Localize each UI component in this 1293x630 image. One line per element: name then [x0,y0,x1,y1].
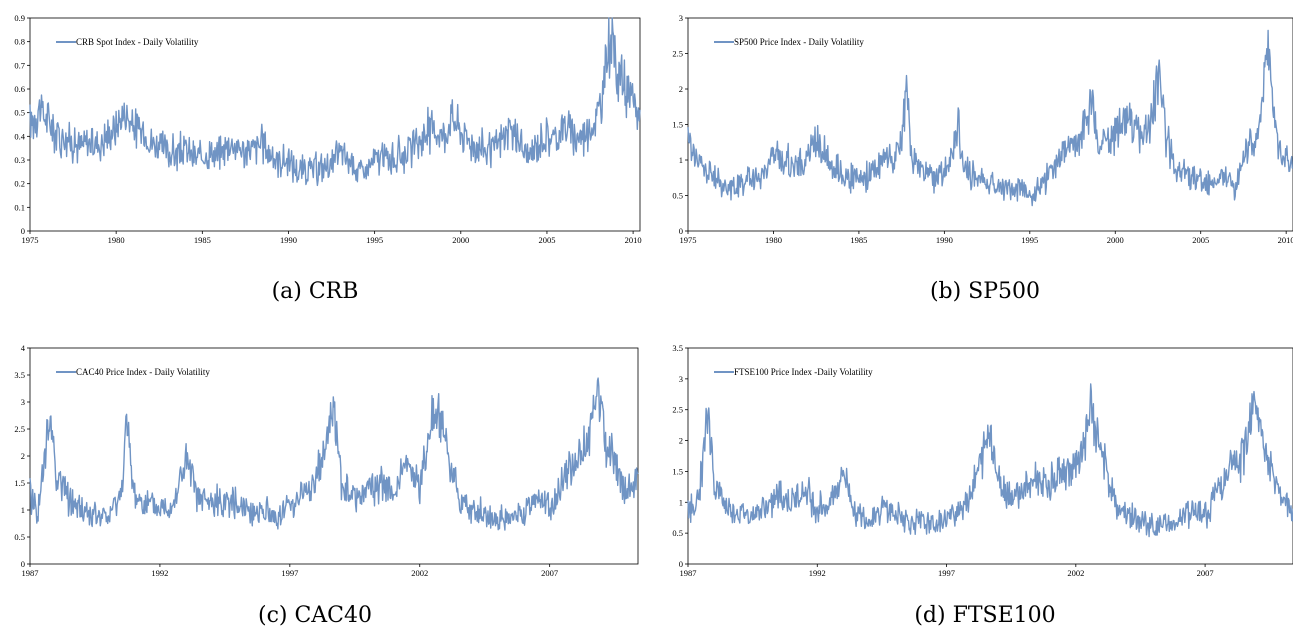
y-tick-label: 0.7 [14,60,25,70]
legend-label: SP500 Price Index - Daily Volatility [734,37,864,47]
legend: SP500 Price Index - Daily Volatility [714,37,864,47]
y-tick-label: 3.5 [14,370,25,380]
y-tick-label: 0 [679,226,683,236]
chart-ftse100: 0 0.5 1 1.5 2 2.5 3 3.5 1987 1992 1997 2002 2007 FTSE… [672,343,1293,628]
legend: FTSE100 Price Index -Daily Volatility [714,367,873,377]
x-tick-label: 1987 [680,568,697,578]
y-tick-label: 2.5 [14,424,25,434]
x-tick-label: 2007 [541,568,558,578]
panel-caption: (d) FTSE100 [914,603,1055,628]
y-tick-label: 1 [679,497,683,507]
y-tick-label: 0.4 [14,131,25,141]
y-tick-label: 3.5 [672,343,683,353]
y-tick-label: 1.5 [672,120,683,130]
x-tick-label: 1995 [1021,235,1038,245]
x-tick-label: 1985 [194,235,211,245]
y-tick-label: 2.5 [672,405,683,415]
x-tick-label: 1997 [281,568,298,578]
series-line [29,17,641,187]
series-line [687,383,1293,538]
x-tick-label: 1992 [151,568,168,578]
plot-frame [687,347,1293,565]
y-tick-label: 0.2 [14,179,25,189]
plot-frame [29,347,639,565]
plot-frame [687,17,1293,232]
y-tick-label: 0 [21,559,25,569]
y-tick-label: 0.8 [14,37,25,47]
y-tick-label: 4 [21,343,26,353]
legend-label: CRB Spot Index - Daily Volatility [76,37,199,47]
x-tick-label: 2010 [625,235,642,245]
y-tick-label: 3 [679,13,683,23]
x-tick-label: 1995 [366,235,383,245]
x-tick-label: 2000 [452,235,469,245]
y-tick-label: 0 [679,559,683,569]
x-tick-label: 2005 [538,235,555,245]
panel-caption: (c) CAC40 [258,603,372,628]
y-tick-label: 0.5 [14,532,25,542]
chart-sp500: 0 0.5 1 1.5 2 2.5 3 1975 1980 1985 1990 1995 2000 200… [672,13,1293,304]
x-tick-label: 1990 [936,235,953,245]
series-line [29,377,639,531]
x-tick-label: 1990 [280,235,297,245]
y-tick-label: 1 [21,505,25,515]
x-tick-label: 1987 [22,568,39,578]
chart-crb: 0 0.1 0.2 0.3 0.4 0.5 0.6 0.7 0.8 0.9 1975 1980 1985… [14,13,641,304]
x-tick-label: 1975 [22,235,39,245]
y-tick-label: 2 [679,436,683,446]
x-tick-label: 2010 [1278,235,1293,245]
y-tick-label: 1.5 [14,478,25,488]
y-tick-label: 0.5 [672,191,683,201]
y-tick-label: 2 [679,84,683,94]
legend-label: FTSE100 Price Index -Daily Volatility [734,367,873,377]
y-tick-label: 1 [679,155,683,165]
panel-caption: (a) CRB [272,279,359,304]
series-line [687,29,1293,207]
y-tick-label: 0 [21,226,25,236]
legend: CAC40 Price Index - Daily Volatility [56,367,210,377]
x-tick-label: 2007 [1197,568,1214,578]
y-tick-label: 1.5 [672,466,683,476]
y-tick-label: 2.5 [672,49,683,59]
x-tick-label: 2002 [1067,568,1084,578]
y-tick-label: 0.5 [672,528,683,538]
x-tick-label: 1992 [809,568,826,578]
x-tick-label: 2002 [411,568,428,578]
y-tick-label: 3 [21,397,25,407]
y-tick-label: 0.3 [14,155,25,165]
x-tick-label: 1985 [850,235,867,245]
legend: CRB Spot Index - Daily Volatility [56,37,199,47]
x-tick-label: 2005 [1192,235,1209,245]
x-tick-label: 1975 [680,235,697,245]
y-tick-label: 0.1 [14,202,25,212]
x-tick-label: 1980 [108,235,125,245]
x-tick-label: 2000 [1107,235,1124,245]
panel-caption: (b) SP500 [930,279,1040,304]
y-tick-label: 0.6 [14,84,25,94]
y-tick-label: 0.9 [14,13,25,23]
x-tick-label: 1980 [765,235,782,245]
y-tick-label: 3 [679,374,683,384]
legend-label: CAC40 Price Index - Daily Volatility [76,367,210,377]
y-tick-label: 2 [21,451,25,461]
chart-cac40: 0 0.5 1 1.5 2 2.5 3 3.5 4 1987 1992 1997 2002 2007 CAC… [14,343,639,628]
x-tick-label: 1997 [938,568,955,578]
y-tick-label: 0.5 [14,108,25,118]
